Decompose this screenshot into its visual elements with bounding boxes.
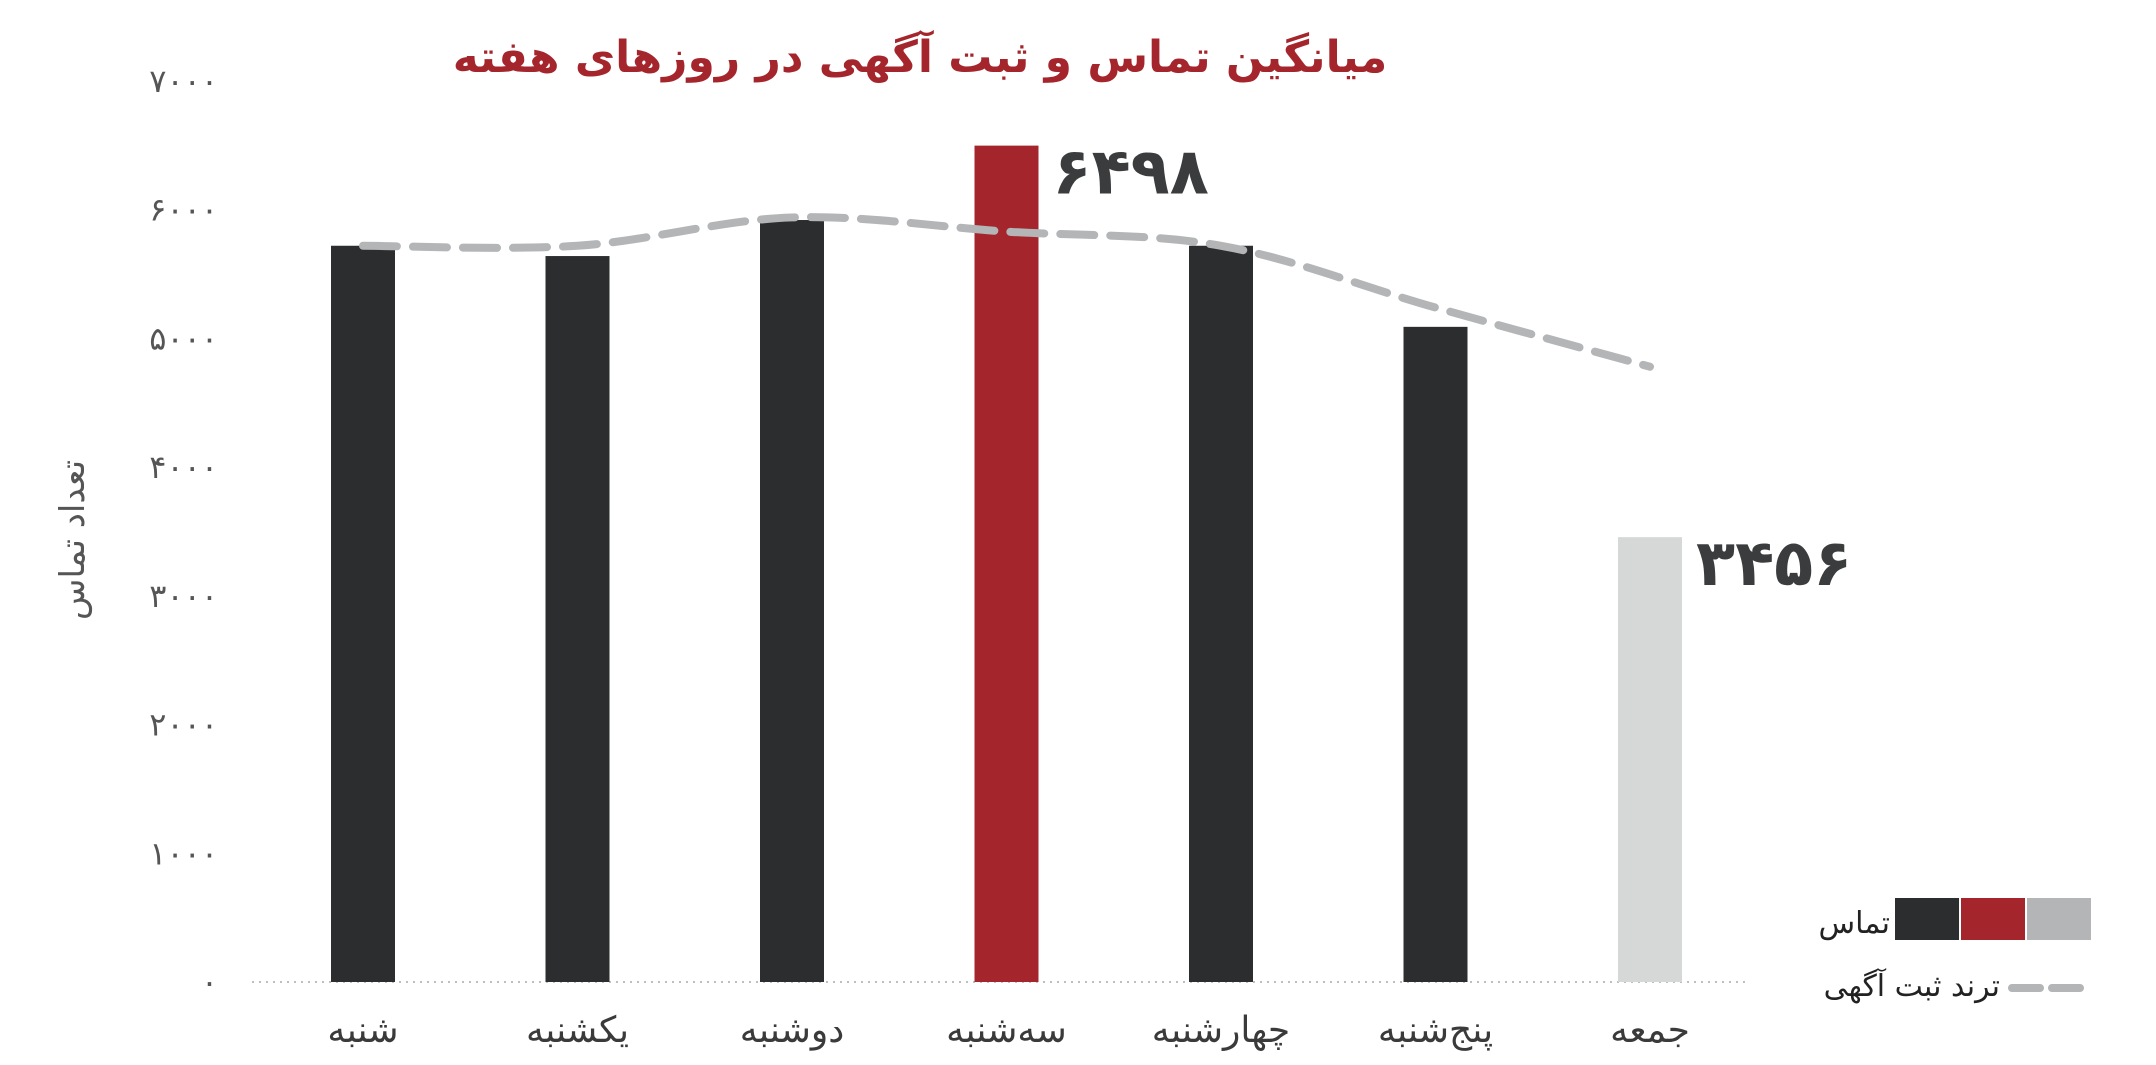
x-tick-label: پنج‌شنبه xyxy=(1378,1010,1493,1051)
bar xyxy=(1618,537,1682,982)
y-tick-label: ۳۰۰۰ xyxy=(149,577,218,615)
legend-swatch xyxy=(1895,898,1959,940)
legend-swatch xyxy=(1961,898,2025,940)
y-tick-label: ۷۰۰۰ xyxy=(149,62,218,100)
trend-line xyxy=(359,213,1654,371)
x-axis-ticks: شنبه یکشنبه دوشنبه سه‌شنبه چهارشنبه پنج‌شنبه ج… xyxy=(327,1010,1689,1051)
y-tick-label: ۱۰۰۰ xyxy=(149,834,218,872)
bar xyxy=(760,220,824,983)
chart-title: میانگین تماس و ثبت آگهی در روزهای هفته xyxy=(453,29,1388,83)
x-tick-label: شنبه xyxy=(327,1010,398,1051)
bars xyxy=(331,145,1682,983)
bar xyxy=(545,256,610,983)
legend-label: ترند ثبت آگهی xyxy=(1824,968,2000,1004)
legend: تماس ترند ثبت آگهی xyxy=(1819,898,2091,1004)
y-tick-label: ۶۰۰۰ xyxy=(149,191,218,229)
bar xyxy=(974,145,1039,983)
bar xyxy=(331,245,395,983)
legend-swatch xyxy=(2027,898,2091,940)
y-tick-label: ۴۰۰۰ xyxy=(149,448,218,486)
data-label: ۶۴۹۸ xyxy=(1053,136,1209,210)
x-tick-label: جمعه xyxy=(1610,1010,1690,1051)
data-label: ۳۴۵۶ xyxy=(1696,527,1852,601)
x-tick-label: دوشنبه xyxy=(740,1010,845,1051)
y-axis-label: تعداد تماس xyxy=(53,460,93,620)
trend-series xyxy=(359,213,1654,371)
y-tick-label: ۵۰۰۰ xyxy=(149,319,218,357)
y-tick-label: ۰ xyxy=(201,963,218,1001)
y-axis-ticks: ۰ ۱۰۰۰ ۲۰۰۰ ۳۰۰۰ ۴۰۰۰ ۵۰۰۰ ۶۰۰۰ ۷۰۰۰ xyxy=(149,62,218,1001)
x-tick-label: یکشنبه xyxy=(526,1010,629,1051)
y-tick-label: ۲۰۰۰ xyxy=(149,706,218,744)
bar xyxy=(1403,326,1468,982)
x-tick-label: سه‌شنبه xyxy=(946,1010,1067,1051)
bar xyxy=(1189,245,1253,983)
legend-label: تماس xyxy=(1819,906,1890,941)
data-labels: ۶۴۹۸ ۳۴۵۶ xyxy=(1053,136,1853,602)
x-tick-label: چهارشنبه xyxy=(1152,1010,1290,1051)
